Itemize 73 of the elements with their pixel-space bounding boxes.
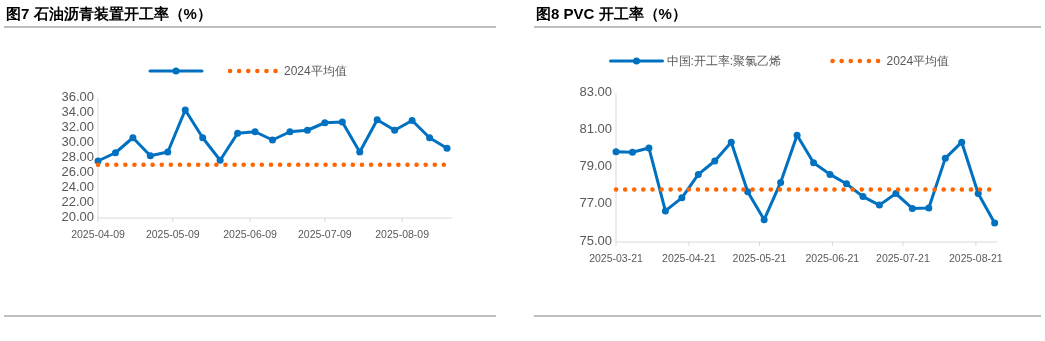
point — [810, 159, 818, 167]
legend-label: 2024平均值 — [284, 64, 347, 78]
point — [727, 138, 735, 146]
point — [744, 188, 752, 196]
point — [181, 106, 189, 114]
point — [443, 144, 451, 152]
point — [793, 131, 801, 139]
y-tick-label: 22.00 — [61, 193, 94, 209]
legend-label: 2024平均值 — [886, 54, 950, 68]
y-tick-label: 75.00 — [579, 232, 612, 248]
point — [286, 128, 294, 136]
y-tick-label: 36.00 — [61, 88, 94, 104]
x-tick-label: 2025-04-21 — [662, 252, 716, 264]
point — [426, 134, 434, 142]
point — [925, 204, 933, 212]
x-tick-label: 2025-05-09 — [145, 228, 200, 240]
point — [269, 136, 277, 144]
point — [842, 180, 850, 188]
y-tick-label: 77.00 — [579, 195, 612, 211]
x-tick-label: 2025-07-21 — [876, 252, 930, 264]
point — [892, 190, 900, 198]
y-tick-label: 83.00 — [579, 83, 612, 99]
x-tick-label: 2025-06-09 — [223, 228, 278, 240]
point — [164, 148, 172, 156]
point — [645, 144, 653, 152]
point — [408, 117, 416, 124]
point — [216, 156, 224, 164]
point — [760, 216, 768, 224]
point — [826, 170, 834, 178]
x-tick-label: 2025-05-21 — [732, 252, 787, 264]
point — [234, 129, 242, 137]
point — [356, 148, 364, 156]
x-tick-label: 2025-07-09 — [298, 228, 352, 240]
legend-label: 中国:开工率:聚氯乙烯 — [666, 54, 782, 68]
x-tick-label: 2025-08-09 — [375, 228, 430, 240]
y-tick-label: 79.00 — [579, 158, 612, 174]
x-tick-label: 2025-04-09 — [71, 228, 126, 240]
point — [958, 138, 966, 146]
chart-title: 图7 石油沥青装置开工率（%） — [6, 5, 212, 22]
point — [373, 116, 381, 124]
point — [678, 194, 686, 202]
point — [338, 118, 346, 126]
y-tick-label: 30.00 — [61, 133, 94, 149]
chart-title: 图8 PVC 开工率（%） — [536, 5, 687, 22]
point — [941, 154, 949, 162]
point — [146, 152, 154, 160]
x-tick-label: 2025-08-21 — [948, 252, 1003, 264]
point — [628, 148, 636, 156]
point — [321, 119, 329, 127]
y-tick-label: 24.00 — [61, 178, 94, 194]
point — [111, 149, 119, 157]
point — [612, 148, 620, 156]
x-tick-label: 2025-06-21 — [805, 252, 860, 264]
y-tick-label: 26.00 — [61, 163, 94, 179]
y-tick-label: 81.00 — [579, 120, 612, 136]
point — [199, 134, 207, 142]
point — [303, 126, 311, 134]
point — [908, 204, 916, 212]
point — [711, 157, 719, 165]
point — [859, 193, 867, 201]
y-tick-label: 34.00 — [61, 103, 94, 119]
point — [875, 201, 883, 209]
x-tick-label: 2025-03-21 — [589, 252, 644, 264]
point — [391, 126, 399, 134]
point — [991, 219, 999, 227]
point — [777, 178, 785, 186]
y-tick-label: 32.00 — [61, 118, 94, 134]
y-tick-label: 20.00 — [61, 208, 94, 224]
point — [251, 128, 259, 136]
y-tick-label: 28.00 — [61, 148, 94, 164]
point — [129, 134, 137, 142]
point — [694, 170, 702, 178]
point — [661, 207, 669, 215]
